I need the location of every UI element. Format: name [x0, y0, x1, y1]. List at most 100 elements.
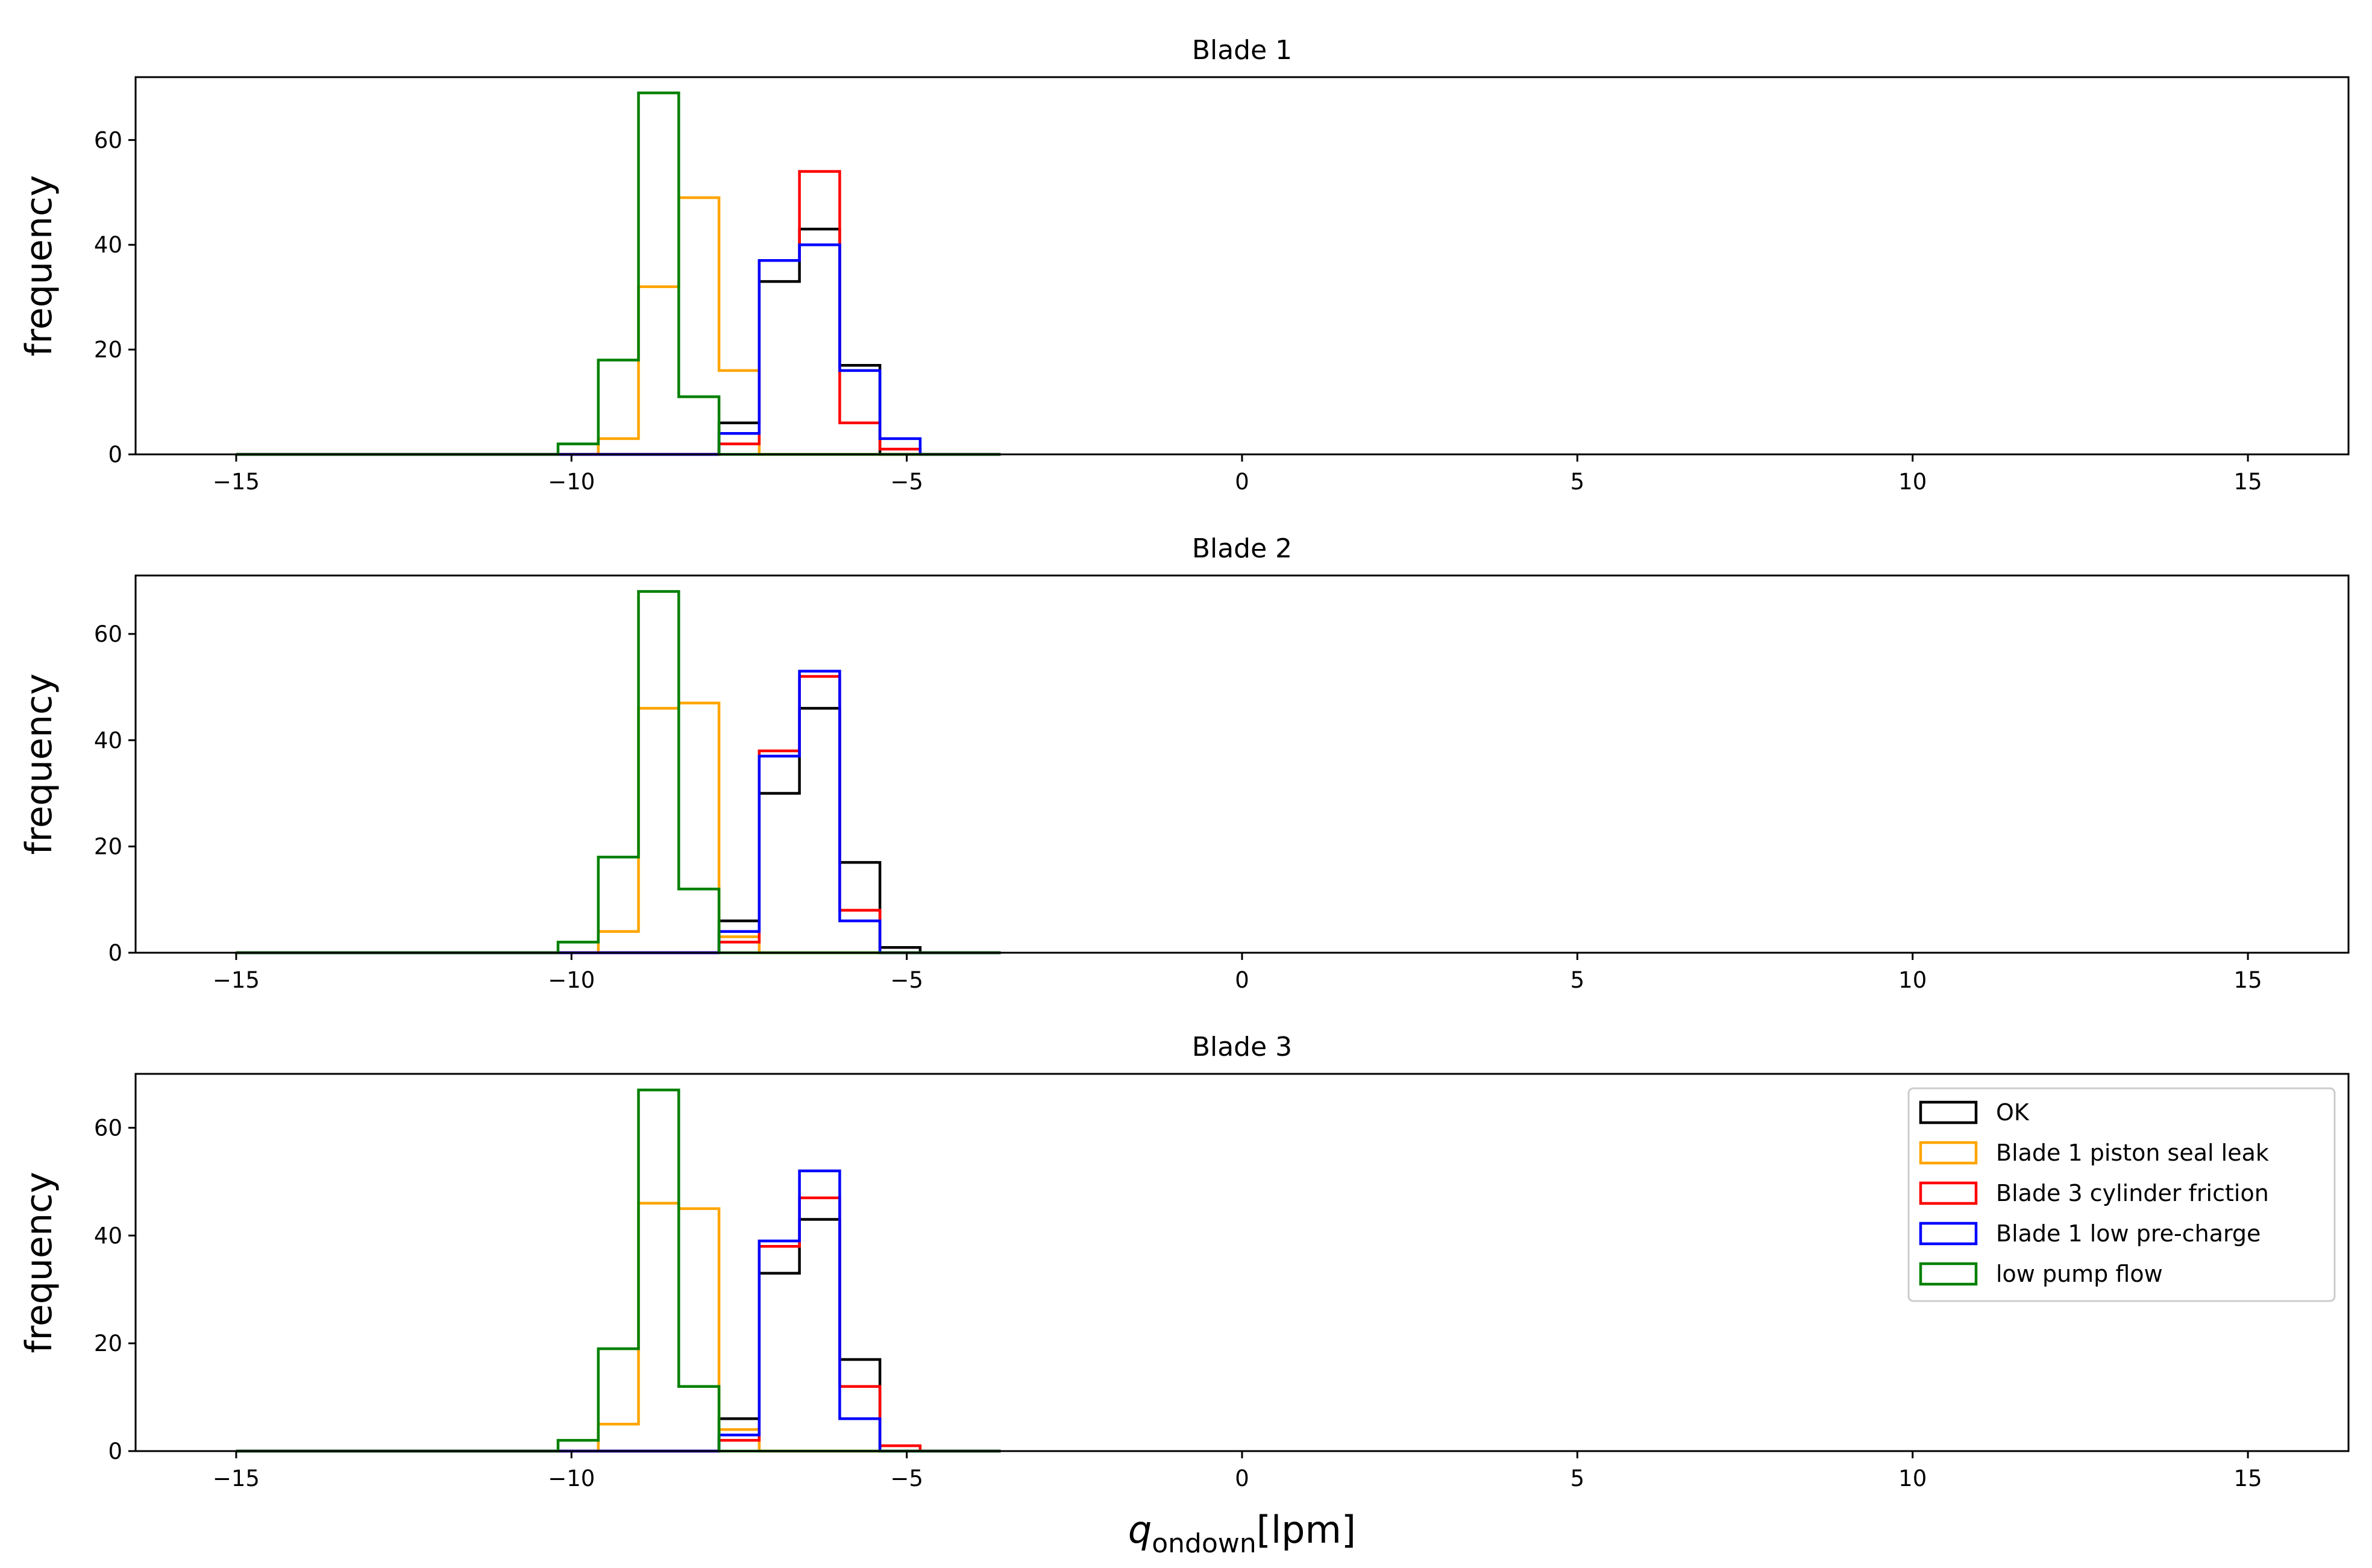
histogram-bin	[598, 439, 639, 454]
histogram-bin	[719, 371, 759, 454]
panel-title: Blade 1	[1192, 35, 1292, 66]
histogram-bin	[800, 708, 840, 953]
y-axis-label: frequency	[18, 1172, 60, 1353]
histogram-bin	[639, 1203, 679, 1451]
x-axis-label: qondown[lpm]	[1128, 1508, 1356, 1559]
histogram-bin	[759, 260, 800, 454]
x-tick-label: −10	[548, 469, 595, 495]
histogram-step-line	[236, 1196, 1001, 1453]
histogram-step-line	[236, 243, 1001, 456]
legend-label: Blade 1 piston seal leak	[1996, 1140, 2269, 1166]
y-tick-label: 60	[94, 1115, 122, 1141]
histogram-bin	[800, 229, 840, 454]
histogram-bin	[598, 932, 639, 953]
panel-title: Blade 3	[1192, 1032, 1292, 1062]
histogram-bin	[800, 245, 840, 454]
histogram-bin	[800, 1220, 840, 1452]
legend-item: Blade 3 cylinder friction	[1919, 1180, 2269, 1206]
histogram-step-line	[236, 91, 1001, 456]
histogram-step-line	[236, 707, 1001, 955]
x-tick-label: −5	[890, 967, 923, 993]
series-blade-1-piston-seal-leak	[236, 196, 1001, 456]
histogram-bin	[598, 1349, 639, 1451]
histogram-bin	[759, 281, 800, 454]
y-tick-label: 0	[108, 1438, 122, 1464]
histogram-bin	[719, 444, 759, 454]
histogram-bin	[558, 1440, 598, 1451]
histogram-bin	[679, 1209, 719, 1451]
series-low-pump-flow	[236, 91, 1001, 456]
histogram-step-line	[236, 1169, 1001, 1453]
legend-item: OK	[1919, 1099, 2030, 1126]
histogram-bin	[598, 360, 639, 455]
histogram-bin	[679, 703, 719, 953]
y-tick-label: 60	[94, 621, 122, 647]
x-tick-label: 0	[1235, 1466, 1249, 1491]
series-ok	[236, 707, 1001, 955]
series-ok	[236, 1218, 1001, 1453]
x-tick-label: 0	[1235, 469, 1249, 495]
x-axis-label-subscript: ondown	[1152, 1528, 1257, 1559]
x-tick-label: 15	[2234, 469, 2262, 495]
legend-item: Blade 1 low pre-charge	[1919, 1220, 2261, 1247]
legend-swatch	[1919, 1141, 1978, 1165]
legend-label: Blade 1 low pre-charge	[1996, 1220, 2261, 1247]
histogram-bin	[639, 93, 679, 454]
series-blade-1-low-pre-charge	[236, 243, 1001, 456]
y-axis-label: frequency	[18, 175, 60, 357]
histogram-step-line	[236, 1218, 1001, 1453]
histogram-bin	[839, 921, 880, 953]
histogram-bin	[679, 889, 719, 953]
histogram-bin	[679, 397, 719, 454]
histogram-bin	[639, 287, 679, 454]
series-blade-1-low-pre-charge	[236, 670, 1001, 955]
histogram-step-line	[236, 675, 1001, 955]
histogram-bin	[759, 1273, 800, 1451]
x-tick-label: 10	[1898, 1466, 1927, 1491]
histogram-bin	[800, 671, 840, 953]
axes-frame	[134, 76, 2350, 456]
histogram-step-line	[236, 1202, 1001, 1453]
y-tick-label: 60	[94, 127, 122, 153]
y-tick-label: 20	[94, 834, 122, 860]
histogram-bin	[639, 1090, 679, 1451]
legend-swatch	[1919, 1100, 1978, 1124]
legend-item: Blade 1 piston seal leak	[1919, 1140, 2269, 1166]
histogram-bin	[759, 756, 800, 953]
y-tick-label: 0	[108, 442, 122, 468]
legend-label: low pump flow	[1996, 1261, 2163, 1287]
histogram-bin	[679, 1387, 719, 1451]
histogram-bin	[880, 439, 920, 454]
x-tick-label: 15	[2234, 1466, 2262, 1491]
series-blade-3-cylinder-friction	[236, 170, 1001, 456]
histogram-bin	[839, 423, 880, 454]
histogram-bin	[679, 198, 719, 454]
x-tick-label: −15	[213, 1466, 260, 1491]
x-tick-label: 10	[1898, 967, 1927, 993]
y-axis-label: frequency	[18, 674, 60, 855]
histogram-bin	[639, 592, 679, 953]
legend-swatch	[1919, 1262, 1978, 1286]
histogram-step-line	[236, 590, 1001, 955]
histogram-bin	[598, 1424, 639, 1451]
histogram-bin	[719, 942, 759, 953]
series-blade-3-cylinder-friction	[236, 675, 1001, 955]
histogram-bin	[719, 937, 759, 953]
histogram-bin	[759, 260, 800, 454]
histogram-bin	[839, 371, 880, 454]
histogram-bin	[800, 1198, 840, 1451]
x-tick-label: −5	[890, 469, 923, 495]
histogram-bin	[800, 677, 840, 953]
histogram-step-line	[236, 1088, 1001, 1453]
x-tick-label: −15	[213, 967, 260, 993]
x-tick-label: 5	[1570, 1466, 1585, 1491]
legend-swatch	[1919, 1181, 1978, 1205]
histogram-bin	[759, 794, 800, 953]
histogram-bin	[759, 1246, 800, 1451]
y-tick-label: 0	[108, 940, 122, 966]
series-blade-1-piston-seal-leak	[236, 1202, 1001, 1453]
histogram-step-line	[236, 227, 1001, 456]
x-tick-label: −15	[213, 469, 260, 495]
histogram-bin	[558, 444, 598, 454]
